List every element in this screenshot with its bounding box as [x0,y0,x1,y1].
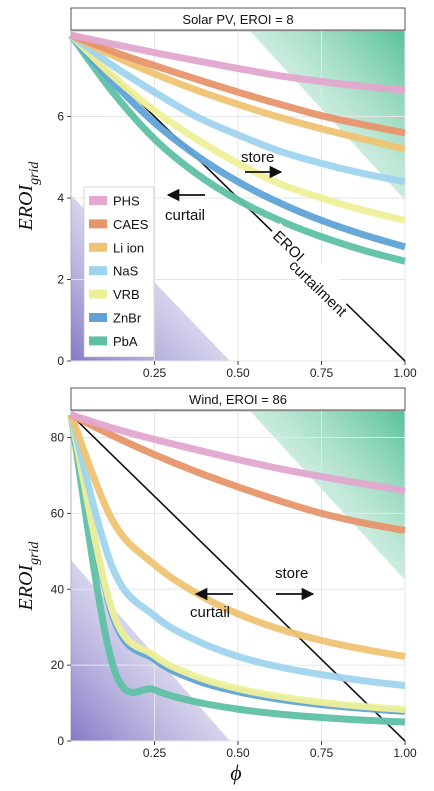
panel-solar-x-tick-label: 0.25 [143,366,167,380]
panel-solar-series [68,31,406,265]
panel-wind-series-phs [69,411,406,495]
panel-wind-series-pba [67,414,406,726]
panel-wind-y-axis-label: EROIgrid [15,541,42,612]
panel-solar-series-nas [68,32,406,186]
panel-wind-series-nas [67,413,406,690]
panel-solar: Solar PV, EROI = 8 0.25 0.50 0.75 1.00 0 2 4 6… [15,7,417,380]
legend-label-nas: NaS [113,264,139,279]
panel-wind-grid [71,411,406,742]
panel-solar-series-vrb [68,32,406,224]
panel-solar-x-tick-label: 0.75 [310,366,334,380]
legend: PHS CAES Li ion NaS VRB ZnBr PbA [83,186,155,358]
panel-wind-x-tick-label: 0.75 [310,746,334,760]
panel-wind-x-ticks: 0.25 0.50 0.75 1.00 [143,741,417,760]
panel-wind-x-tick-label: 1.00 [393,746,417,760]
panel-solar-series-li-ion [69,31,406,153]
panel-solar-y-tick-label: 6 [57,110,64,124]
panel-wind-eroi-curtailment-line [70,414,406,742]
panel-wind-title-strip [70,387,406,411]
panel-solar-store-label: store [241,149,274,166]
panel-wind-y-tick-label: 20 [51,658,65,672]
panel-wind-curtail-label: curtail [190,604,230,621]
panel-solar-series-caes [69,31,406,137]
panel-wind-y-tick-label: 60 [51,506,65,520]
legend-label-caes: CAES [113,217,149,232]
legend-swatch-phs [89,196,107,205]
panel-wind-series-li-ion [67,413,406,660]
panel-solar-curtail-label: curtail [165,207,205,224]
panel-wind: Wind, EROI = 86 0.25 0.50 0.75 1.00 0 20 40 60… [15,387,417,785]
panel-solar-y-tick-label: 4 [57,191,64,205]
panel-solar-eroi-curtailment-label-bg [259,222,356,317]
panel-wind-title: Wind, EROI = 86 [189,392,287,407]
panel-solar-y-axis-label: EROIgrid [15,161,42,232]
panel-wind-x-tick-label: 0.25 [143,746,167,760]
panel-solar-y-tick-label: 0 [57,354,64,368]
panel-solar-series-pba [68,33,406,265]
panel-solar-x-tick-label: 0.50 [226,366,250,380]
legend-label-phs: PHS [113,194,140,209]
legend-swatch-vrb [89,289,107,299]
panel-wind-x-tick-label: 0.50 [226,746,250,760]
panel-solar-series-znbr [68,32,406,251]
panel-wind-series-vrb [67,414,406,713]
legend-label-pba: PbA [113,334,138,349]
panel-wind-y-ticks: 0 20 40 60 80 [51,431,71,748]
legend-swatch-caes [89,219,107,229]
panel-wind-store-label: store [275,565,308,582]
panel-solar-title-strip [70,7,406,31]
legend-label-znbr: ZnBr [113,311,142,326]
panel-solar-series-phs [70,31,406,94]
panel-wind-store-region [250,411,405,580]
panel-wind-y-tick-label: 0 [57,734,64,748]
legend-swatch-znbr [89,313,107,322]
panel-wind-y-tick-label: 80 [51,431,65,445]
panel-solar-x-tick-label: 1.00 [393,366,417,380]
legend-swatch-li-ion [89,242,107,252]
panel-wind-y-tick-label: 40 [51,582,65,596]
x-axis-label: ϕ [230,760,241,785]
panel-solar-y-tick-label: 2 [57,273,64,287]
panel-wind-series [67,411,406,726]
legend-swatch-pba [89,336,107,346]
panel-solar-x-ticks: 0.25 0.50 0.75 1.00 [143,361,417,380]
legend-label-li-ion: Li ion [113,240,144,255]
panel-wind-series-caes [69,411,406,534]
legend-label-vrb: VRB [113,287,140,302]
panel-solar-title: Solar PV, EROI = 8 [182,12,293,27]
panel-solar-y-ticks: 0 2 4 6 [57,110,71,368]
legend-swatch-nas [89,266,107,276]
